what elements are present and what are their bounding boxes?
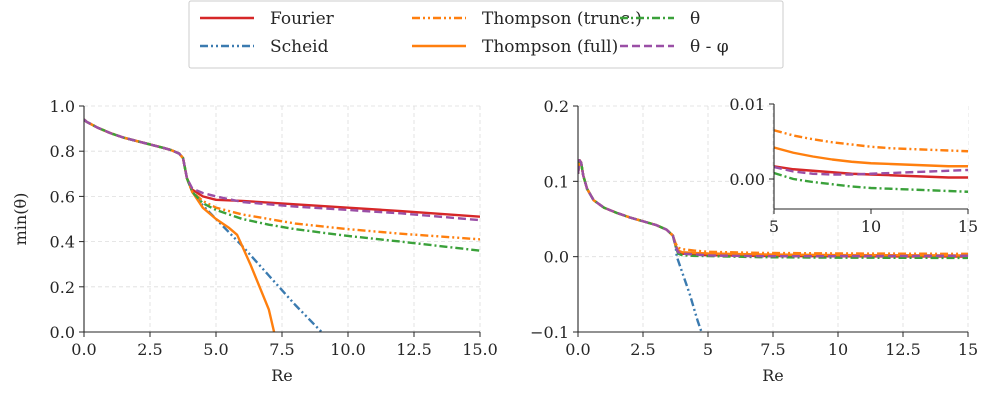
y-tick-label: 0.01	[729, 95, 765, 114]
x-tick-label: 5	[703, 340, 713, 359]
legend-item-thompson-trunc: Thompson (trunc.)	[412, 9, 642, 29]
y-tick-label: 0.0	[544, 248, 569, 267]
x-tick-label: 2.5	[137, 340, 162, 359]
x-tick-label: 10	[828, 340, 848, 359]
series-line-theta-phi	[84, 118, 480, 222]
inset-background	[774, 104, 968, 209]
legend-item-fourier: Fourier	[200, 9, 335, 29]
x-tick-label: 15	[958, 340, 978, 359]
legend: Fourier Scheid Thompson (trunc.) Thompson (…	[188, 0, 784, 69]
left-plot: 0.0 2.5 5.0 7.5 10.0 12.5 15.0 0.0 0.2 0.4 0.6 0.8 1…	[11, 97, 498, 385]
series-line-theta-phi	[774, 165, 968, 176]
y-axis-label: min(θ)	[11, 193, 30, 246]
series-line-scheid	[578, 159, 703, 332]
x-tick-label: 5.0	[203, 340, 228, 359]
y-tick-label: 0.00	[729, 170, 765, 189]
y-tick-label: −0.1	[530, 323, 569, 342]
x-tick-label: 12.5	[885, 340, 921, 359]
inset-plot: 5 10 15 0.00 0.01	[729, 95, 978, 236]
series-group	[774, 129, 968, 193]
x-axis-label: Re	[271, 366, 293, 385]
x-tick-label: 10	[861, 217, 881, 236]
y-tick-label: 0.6	[50, 187, 75, 206]
x-tick-label: 0.0	[71, 340, 96, 359]
grid	[83, 105, 481, 333]
y-tick-label: 0.1	[544, 172, 569, 191]
x-tick-label: 0.0	[565, 340, 590, 359]
y-tick-label: 1.0	[50, 97, 75, 116]
legend-label: Thompson (trunc.)	[482, 9, 642, 29]
series-group	[84, 118, 480, 332]
x-tick-label: 12.5	[396, 340, 432, 359]
x-tick-label: 5	[769, 217, 779, 236]
x-tick-label: 7.5	[269, 340, 294, 359]
series-line-theta	[774, 171, 968, 193]
legend-frame	[188, 0, 784, 69]
x-tick-label: 15	[958, 217, 978, 236]
legend-item-thompson-full: Thompson (full)	[412, 37, 618, 57]
x-tick-label: 15.0	[462, 340, 498, 359]
legend-label: θ - φ	[690, 37, 729, 57]
y-tick-label: 0.0	[50, 323, 75, 342]
series-group	[578, 159, 968, 332]
x-tick-label: 2.5	[630, 340, 655, 359]
y-tick-label: 0.4	[50, 233, 75, 252]
legend-label: Thompson (full)	[482, 37, 618, 57]
series-line-thompson-trunc	[774, 129, 968, 153]
x-tick-label: 10.0	[330, 340, 366, 359]
series-line-theta-phi	[578, 159, 968, 258]
legend-item-theta-phi: θ - φ	[620, 37, 729, 57]
legend-label: θ	[690, 9, 700, 29]
legend-item-theta: θ	[620, 9, 700, 29]
x-tick-label: 7.5	[760, 340, 785, 359]
legend-label: Fourier	[270, 9, 335, 29]
legend-item-scheid: Scheid	[200, 37, 329, 57]
legend-label: Scheid	[270, 37, 329, 57]
series-line-thompson-full	[774, 146, 968, 168]
y-tick-label: 0.8	[50, 142, 75, 161]
series-line-theta	[84, 118, 480, 252]
y-tick-label: 0.2	[544, 97, 569, 116]
y-tick-label: 0.2	[50, 278, 75, 297]
x-axis-label: Re	[762, 366, 784, 385]
